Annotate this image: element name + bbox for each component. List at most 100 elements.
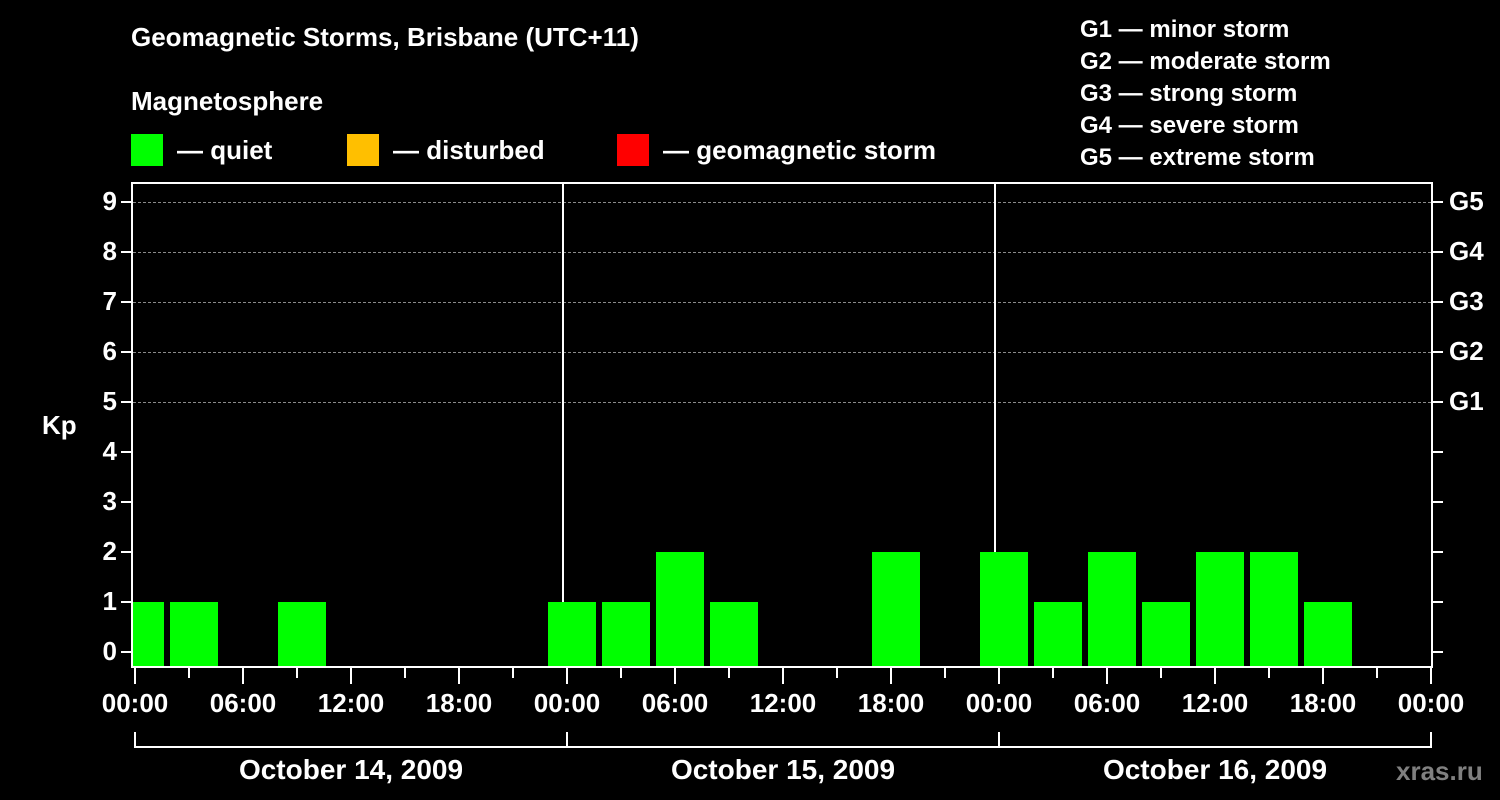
y-tick-label: 8 (102, 236, 117, 266)
kp-bar (602, 602, 650, 666)
x-tick (242, 668, 244, 684)
y-tick-right (1433, 651, 1443, 653)
gridline (133, 402, 1431, 403)
day-bracket-tick (134, 732, 136, 748)
day-separator (562, 184, 564, 666)
x-tick-label: 12:00 (317, 688, 385, 718)
x-tick (566, 668, 568, 684)
x-tick (350, 668, 352, 684)
kp-bar (656, 552, 704, 666)
g-scale-label: G3 (1449, 286, 1484, 316)
watermark: xras.ru (1396, 756, 1483, 786)
x-tick (620, 668, 622, 678)
day-bracket-tick (566, 732, 568, 748)
y-tick-right (1433, 551, 1443, 553)
g-scale-label: G4 (1449, 236, 1484, 266)
y-tick-right (1433, 251, 1443, 253)
y-tick (121, 301, 131, 303)
x-tick (404, 668, 406, 678)
kp-bar (710, 602, 758, 666)
y-tick-right (1433, 601, 1443, 603)
legend-swatch-quiet (131, 134, 163, 166)
kp-bar (1250, 552, 1298, 666)
kp-bar (170, 602, 218, 666)
day-bracket-tick (1430, 732, 1432, 748)
x-tick (944, 668, 946, 678)
x-tick (836, 668, 838, 678)
y-axis-label: Kp (42, 410, 77, 440)
day-label: October 14, 2009 (238, 754, 464, 785)
legend-quiet: — quiet (131, 134, 272, 166)
y-tick (121, 601, 131, 603)
y-tick-label: 6 (102, 336, 117, 366)
y-tick-right (1433, 201, 1443, 203)
x-tick-label: 18:00 (1289, 688, 1357, 718)
day-bracket-tick (998, 732, 1000, 748)
y-tick-label: 4 (102, 436, 117, 466)
x-tick (1430, 668, 1432, 684)
x-tick (1268, 668, 1270, 678)
x-tick-label: 18:00 (425, 688, 493, 718)
y-tick-label: 9 (102, 186, 117, 216)
legend-disturbed: — disturbed (347, 134, 545, 166)
y-tick (121, 351, 131, 353)
kp-bar (1304, 602, 1352, 666)
g-scale-label: G5 (1449, 186, 1484, 216)
gridline (133, 352, 1431, 353)
x-tick-label: 12:00 (1181, 688, 1249, 718)
storm-scale-g5: G5 — extreme storm (1080, 144, 1315, 171)
x-tick-label: 06:00 (209, 688, 277, 718)
y-tick-right (1433, 451, 1443, 453)
kp-bar (548, 602, 596, 666)
legend-label-quiet: — quiet (177, 134, 273, 165)
x-tick (890, 668, 892, 684)
storm-scale-g4: G4 — severe storm (1080, 112, 1299, 139)
y-tick (121, 451, 131, 453)
x-tick (998, 668, 1000, 684)
x-tick (1322, 668, 1324, 684)
plot-area (131, 182, 1433, 668)
storm-scale-g1: G1 — minor storm (1080, 16, 1290, 43)
kp-bar (1142, 602, 1190, 666)
x-tick (674, 668, 676, 684)
kp-bar (278, 602, 326, 666)
x-tick (1160, 668, 1162, 678)
storm-scale-g2: G2 — moderate storm (1080, 48, 1331, 75)
x-tick-label: 12:00 (749, 688, 817, 718)
x-tick (134, 668, 136, 684)
gridline (133, 302, 1431, 303)
y-tick (121, 651, 131, 653)
kp-bar (872, 552, 920, 666)
y-tick (121, 551, 131, 553)
x-tick (1106, 668, 1108, 684)
kp-bar (980, 552, 1028, 666)
x-tick-label: 00:00 (1397, 688, 1465, 718)
x-tick (512, 668, 514, 678)
y-tick-label: 3 (102, 486, 117, 516)
g-scale-label: G2 (1449, 336, 1484, 366)
x-tick (782, 668, 784, 684)
y-tick (121, 501, 131, 503)
x-tick-label: 00:00 (533, 688, 601, 718)
y-tick-label: 5 (102, 386, 117, 416)
gridline (133, 252, 1431, 253)
kp-bar (1034, 602, 1082, 666)
y-tick (121, 201, 131, 203)
legend-label-disturbed: — disturbed (393, 134, 545, 165)
y-tick-right (1433, 401, 1443, 403)
day-label: October 15, 2009 (670, 754, 896, 785)
legend-swatch-disturbed (347, 134, 379, 166)
y-tick-right (1433, 351, 1443, 353)
legend-label-storm: — geomagnetic storm (663, 134, 937, 165)
x-tick-label: 06:00 (641, 688, 709, 718)
storm-scale-g3: G3 — strong storm (1080, 80, 1298, 107)
y-tick (121, 251, 131, 253)
y-tick-right (1433, 301, 1443, 303)
chart-subtitle: Magnetosphere (131, 86, 324, 116)
x-tick (188, 668, 190, 678)
x-tick-label: 06:00 (1073, 688, 1141, 718)
y-tick-label: 1 (102, 586, 117, 616)
chart-title: Geomagnetic Storms, Brisbane (UTC+11) (131, 22, 639, 52)
day-separator (994, 184, 996, 666)
gridline (133, 202, 1431, 203)
